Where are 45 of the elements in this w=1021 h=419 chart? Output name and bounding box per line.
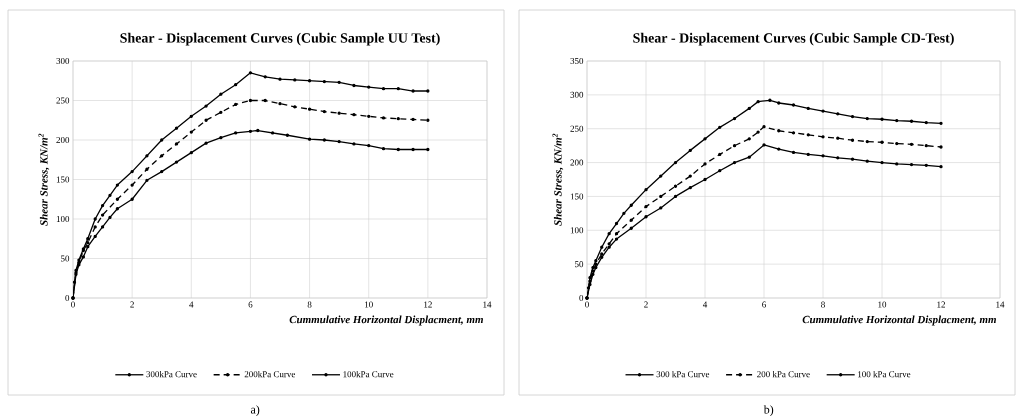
x-tick-label: 6: [762, 301, 766, 308]
y-tick-label: 100: [570, 227, 584, 234]
x-tick-label: 12: [937, 301, 945, 308]
y-tick-label: 0: [65, 294, 70, 302]
x-tick-label: 10: [365, 301, 373, 308]
x-tick-label: 0: [585, 301, 589, 308]
y-tick-label: 150: [570, 193, 584, 200]
x-tick-label: 2: [130, 301, 134, 308]
x-tick-label: 14: [996, 301, 1005, 308]
y-tick-label: 200: [56, 136, 70, 144]
legend-label: 300 kPa Curve: [656, 370, 710, 378]
text: a): [250, 405, 260, 416]
x-axis-title: Cummulative Horizontal Displacment, mm: [802, 315, 996, 326]
y-tick-label: 0: [579, 294, 584, 302]
y-tick-label: 150: [56, 176, 70, 183]
text: b): [763, 405, 774, 416]
chart-title: Shear - Displacement Curves (Cubic Sample CD-Test): [633, 32, 954, 46]
x-tick-label: 6: [248, 301, 253, 308]
y-tick-label: 50: [61, 255, 70, 262]
legend-label: 100kPa Curve: [343, 370, 394, 378]
x-tick-label: 0: [71, 301, 75, 308]
y-axis-title: Shear Stress, KN/m$^{2}$: [552, 133, 564, 226]
x-axis-title: Cummulative Horizontal Displacment, mm: [289, 315, 483, 326]
y-tick-label: 200: [570, 159, 584, 166]
x-tick-label: 4: [189, 301, 194, 308]
x-tick-label: 2: [644, 301, 648, 308]
y-tick-label: 50: [575, 261, 584, 268]
y-tick-label: 350: [570, 57, 584, 65]
legend-label: 200kPa Curve: [244, 370, 296, 378]
legend-label: 200 kPa Curve: [757, 370, 810, 378]
legend-label: 300kPa Curve: [146, 370, 197, 378]
y-tick-label: 100: [56, 215, 70, 223]
x-tick-label: 12: [424, 301, 432, 308]
x-tick-label: 14: [483, 301, 492, 308]
x-tick-label: 8: [821, 301, 825, 308]
y-tick-label: 250: [56, 97, 70, 104]
x-tick-label: 4: [702, 301, 708, 308]
x-tick-label: 8: [307, 301, 312, 308]
legend-label: 100 kPa Curve: [858, 370, 911, 378]
x-tick-label: 10: [878, 301, 887, 308]
y-axis-title: Shear Stress, KN/m$^{2}$: [38, 133, 50, 226]
y-tick-label: 300: [570, 91, 584, 98]
y-tick-label: 300: [56, 57, 70, 65]
y-tick-label: 250: [570, 125, 584, 132]
chart-title: Shear - Displacement Curves (Cubic Sample UU Test): [120, 32, 440, 46]
